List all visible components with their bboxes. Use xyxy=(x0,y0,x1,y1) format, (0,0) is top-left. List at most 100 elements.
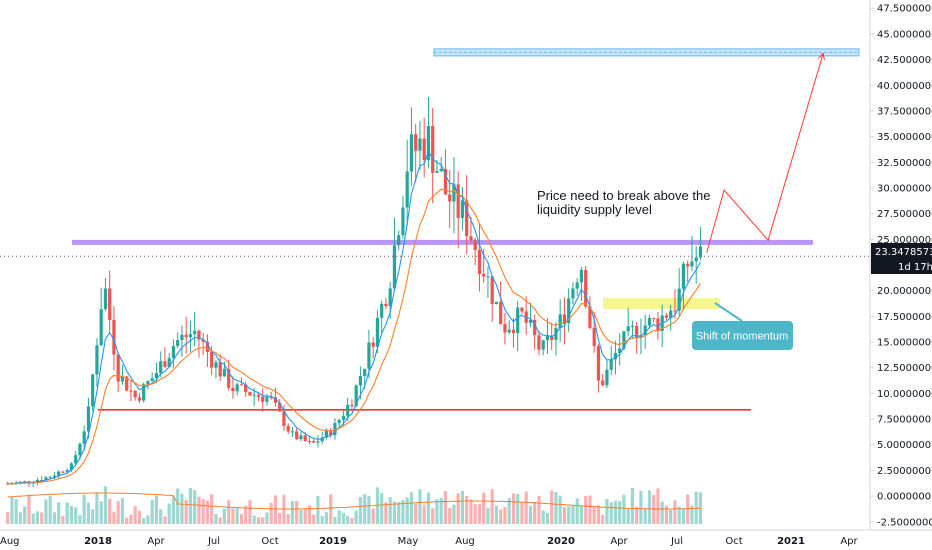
candle[interactable] xyxy=(205,334,210,367)
candle[interactable] xyxy=(511,318,516,348)
candle[interactable] xyxy=(197,329,201,358)
candle[interactable] xyxy=(656,312,660,340)
candle[interactable] xyxy=(652,317,656,323)
candle[interactable] xyxy=(609,345,613,376)
candle[interactable] xyxy=(490,276,494,322)
momentum-callout[interactable]: Shift of momentum xyxy=(692,321,793,350)
candle[interactable] xyxy=(452,157,456,234)
candle[interactable] xyxy=(193,311,197,347)
candle[interactable] xyxy=(554,322,558,356)
candle[interactable] xyxy=(681,261,686,310)
candle[interactable] xyxy=(528,302,533,328)
candle[interactable] xyxy=(601,373,605,387)
candle[interactable] xyxy=(307,436,312,445)
candle[interactable] xyxy=(167,352,171,368)
candle[interactable] xyxy=(57,470,61,479)
candle[interactable] xyxy=(397,230,401,251)
candle[interactable] xyxy=(618,333,622,366)
candle[interactable] xyxy=(201,332,205,356)
candle[interactable] xyxy=(494,301,499,305)
candle[interactable] xyxy=(465,175,469,255)
candle[interactable] xyxy=(112,306,116,371)
candle[interactable] xyxy=(520,307,524,315)
candle[interactable] xyxy=(698,227,703,261)
candle[interactable] xyxy=(499,281,503,325)
candle[interactable] xyxy=(443,149,448,196)
candle[interactable] xyxy=(664,312,669,321)
candle[interactable] xyxy=(392,217,397,292)
candle[interactable] xyxy=(486,266,490,298)
candle[interactable] xyxy=(677,267,681,316)
candle[interactable] xyxy=(401,195,405,239)
candle[interactable] xyxy=(516,301,520,352)
candle[interactable] xyxy=(350,399,354,412)
candle[interactable] xyxy=(163,347,167,369)
candle[interactable] xyxy=(82,425,86,451)
candle[interactable] xyxy=(286,423,290,434)
candle[interactable] xyxy=(269,391,273,400)
candle[interactable] xyxy=(299,431,303,442)
candle[interactable] xyxy=(227,360,231,391)
candle[interactable] xyxy=(273,387,278,407)
candle[interactable] xyxy=(278,398,282,413)
candle[interactable] xyxy=(558,299,562,342)
candle[interactable] xyxy=(108,270,112,333)
candle[interactable] xyxy=(647,314,652,329)
candle[interactable] xyxy=(380,300,384,333)
momentum-zone[interactable] xyxy=(603,297,720,310)
candle[interactable] xyxy=(409,107,414,186)
candle[interactable] xyxy=(312,438,316,444)
candle[interactable] xyxy=(503,312,507,345)
candle[interactable] xyxy=(448,170,452,229)
candle[interactable] xyxy=(333,418,337,440)
candle[interactable] xyxy=(422,117,426,178)
candle[interactable] xyxy=(320,431,324,445)
candle[interactable] xyxy=(218,354,222,382)
candle[interactable] xyxy=(86,397,91,439)
candle[interactable] xyxy=(282,405,286,432)
candle[interactable] xyxy=(91,373,95,411)
candle[interactable] xyxy=(176,332,180,349)
candle[interactable] xyxy=(74,451,78,466)
candle[interactable] xyxy=(690,235,694,272)
candle[interactable] xyxy=(545,318,550,354)
candle[interactable] xyxy=(384,297,388,310)
candle[interactable] xyxy=(541,340,545,356)
candle[interactable] xyxy=(31,480,35,488)
candle[interactable] xyxy=(418,120,422,170)
candle[interactable] xyxy=(295,427,299,441)
candle[interactable] xyxy=(27,481,31,487)
candle[interactable] xyxy=(537,330,541,356)
candle[interactable] xyxy=(579,267,584,302)
candle[interactable] xyxy=(431,107,435,204)
candle[interactable] xyxy=(477,222,482,292)
candle[interactable] xyxy=(571,282,575,305)
candle[interactable] xyxy=(184,316,188,354)
candle[interactable] xyxy=(99,287,103,346)
candle[interactable] xyxy=(567,288,571,332)
candle[interactable] xyxy=(6,481,10,485)
candle[interactable] xyxy=(244,381,248,397)
candle[interactable] xyxy=(456,171,460,249)
candle[interactable] xyxy=(159,351,163,378)
candle[interactable] xyxy=(290,426,295,438)
candle[interactable] xyxy=(533,314,537,350)
candle[interactable] xyxy=(686,260,690,283)
candle[interactable] xyxy=(673,289,677,319)
candle[interactable] xyxy=(375,310,380,353)
candle[interactable] xyxy=(507,320,511,335)
candle[interactable] xyxy=(188,320,193,353)
candle[interactable] xyxy=(426,97,431,169)
candle[interactable] xyxy=(414,123,418,183)
candle[interactable] xyxy=(575,277,579,296)
candle[interactable] xyxy=(61,470,65,474)
candle[interactable] xyxy=(605,360,609,389)
candle[interactable] xyxy=(584,266,588,309)
candle[interactable] xyxy=(95,338,99,387)
candle[interactable] xyxy=(588,296,592,330)
candle[interactable] xyxy=(231,376,235,399)
candle[interactable] xyxy=(150,372,154,382)
projection-path[interactable] xyxy=(706,53,824,253)
candle[interactable] xyxy=(137,393,142,404)
